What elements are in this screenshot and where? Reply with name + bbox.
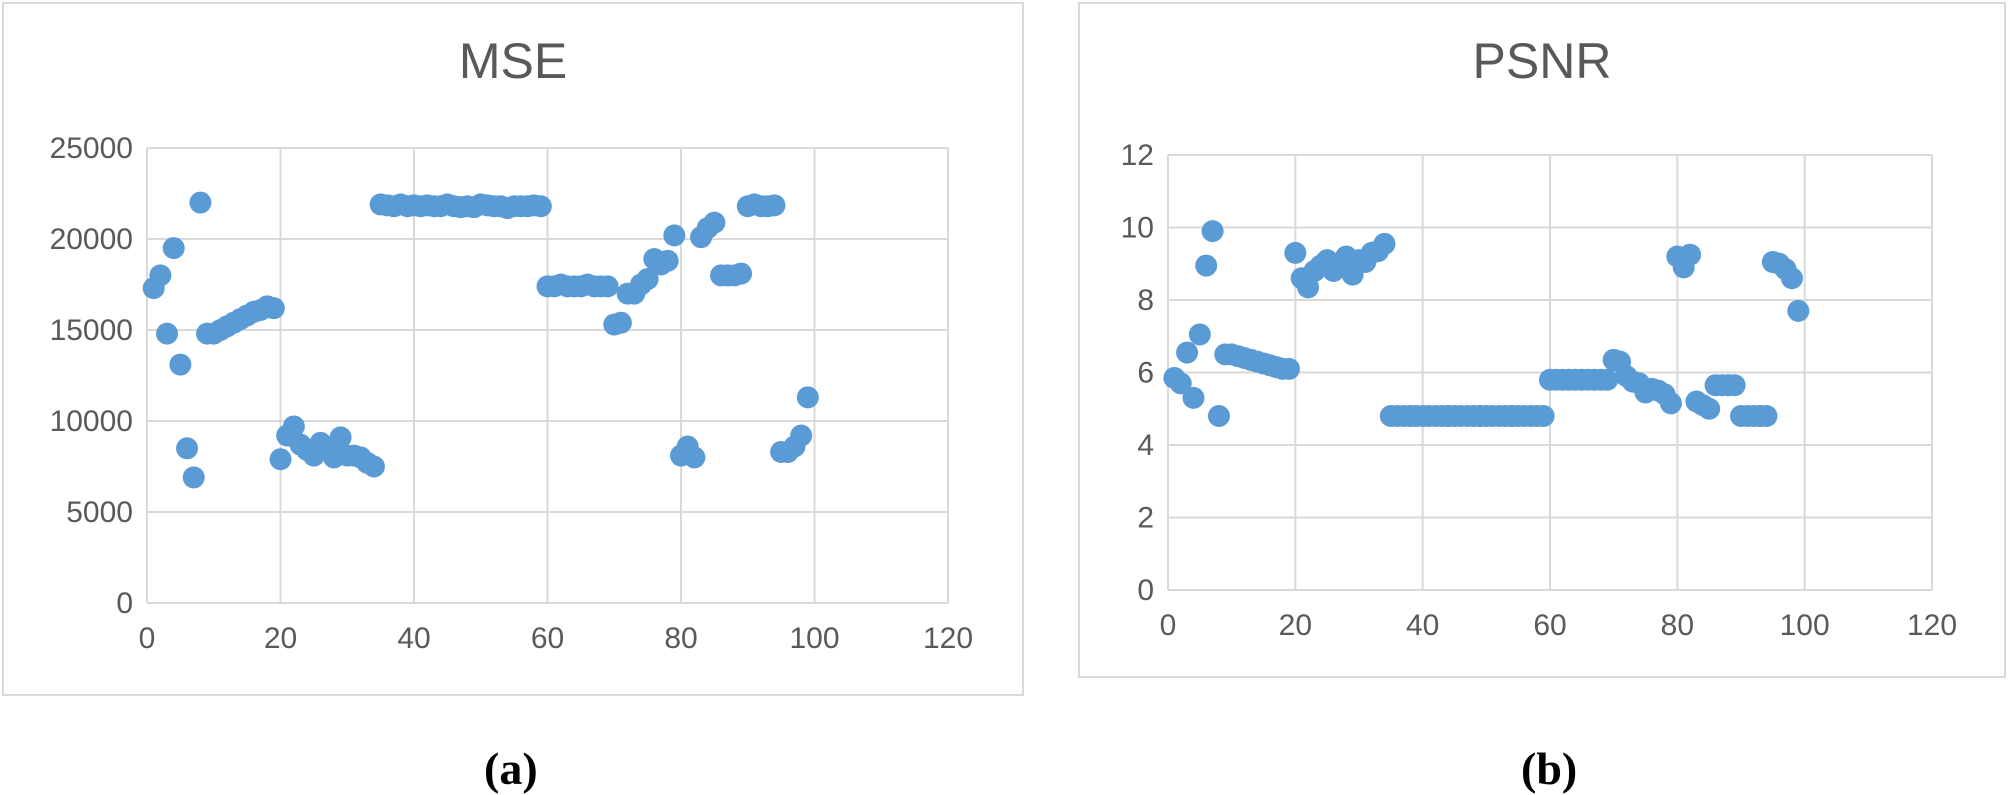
- psnr-data-point: [1195, 254, 1218, 277]
- mse-y-tick-label: 10000: [50, 405, 133, 438]
- psnr-data-point: [1188, 323, 1211, 346]
- mse-y-tick-label: 0: [116, 587, 133, 620]
- psnr-x-tick-label: 40: [1406, 609, 1439, 642]
- psnr-y-tick-label: 6: [1137, 357, 1154, 390]
- psnr-chart-panel: PSNR: [1078, 2, 2006, 678]
- psnr-data-point: [1787, 299, 1810, 322]
- mse-chart-title: MSE: [458, 33, 568, 89]
- mse-data-point: [730, 262, 753, 285]
- mse-data-point: [703, 211, 726, 234]
- mse-data-point: [763, 194, 786, 217]
- psnr-data-point: [1277, 357, 1300, 380]
- psnr-data-point: [1659, 392, 1682, 415]
- psnr-data-point: [1373, 232, 1396, 255]
- mse-data-point: [656, 249, 679, 272]
- mse-x-tick-label: 80: [664, 622, 697, 655]
- psnr-x-tick-label: 100: [1780, 609, 1830, 642]
- mse-data-point: [683, 446, 706, 469]
- mse-data-point: [182, 466, 205, 489]
- mse-y-tick-label: 15000: [50, 314, 133, 347]
- mse-data-point: [189, 191, 212, 214]
- mse-data-point: [596, 275, 619, 298]
- mse-data-point: [149, 264, 172, 287]
- psnr-x-tick-label: 60: [1533, 609, 1566, 642]
- mse-data-point: [329, 426, 352, 449]
- psnr-data-point: [1284, 241, 1307, 264]
- mse-data-point: [790, 424, 813, 447]
- psnr-data-point: [1201, 220, 1224, 243]
- mse-data-point: [262, 297, 285, 320]
- psnr-data-point: [1182, 386, 1205, 409]
- psnr-data-point: [1679, 243, 1702, 266]
- mse-chart-panel: MSE: [2, 2, 1024, 696]
- psnr-x-tick-label: 120: [1907, 609, 1957, 642]
- mse-x-tick-label: 60: [531, 622, 564, 655]
- psnr-y-tick-label: 8: [1137, 284, 1154, 317]
- psnr-data-point: [1176, 341, 1199, 364]
- mse-chart-caption: (a): [484, 743, 538, 794]
- mse-data-point: [269, 448, 292, 471]
- psnr-data-point: [1755, 405, 1778, 427]
- mse-x-tick-label: 0: [139, 622, 156, 655]
- mse-y-tick-label: 20000: [50, 223, 133, 256]
- psnr-y-tick-label: 10: [1121, 212, 1154, 245]
- mse-x-tick-label: 100: [789, 622, 839, 655]
- psnr-y-tick-label: 0: [1137, 574, 1154, 607]
- mse-y-tick-label: 5000: [66, 496, 133, 529]
- mse-data-point: [156, 322, 179, 345]
- mse-data-point: [663, 224, 686, 247]
- psnr-data-point: [1596, 368, 1619, 391]
- psnr-x-tick-label: 0: [1160, 609, 1177, 642]
- mse-data-point: [609, 311, 632, 334]
- psnr-data-point: [1207, 405, 1230, 427]
- mse-data-point: [796, 386, 819, 409]
- psnr-data-point: [1532, 405, 1555, 427]
- mse-data-point: [162, 237, 185, 260]
- mse-data-point: [529, 195, 552, 218]
- psnr-x-tick-label: 80: [1661, 609, 1694, 642]
- mse-x-tick-label: 40: [397, 622, 430, 655]
- mse-x-tick-label: 120: [923, 622, 973, 655]
- psnr-y-tick-label: 12: [1121, 139, 1154, 172]
- mse-y-tick-label: 25000: [50, 132, 133, 165]
- mse-x-tick-label: 20: [264, 622, 297, 655]
- mse-data-point: [362, 455, 385, 478]
- psnr-chart-title: PSNR: [1472, 33, 1612, 89]
- mse-data-point: [282, 415, 305, 438]
- psnr-y-tick-label: 4: [1137, 429, 1154, 462]
- psnr-data-point: [1169, 372, 1192, 395]
- psnr-y-tick-label: 2: [1137, 502, 1154, 535]
- mse-data-point: [636, 268, 659, 291]
- psnr-chart-caption: (b): [1521, 743, 1578, 794]
- psnr-data-point: [1723, 374, 1746, 397]
- psnr-data-point: [1780, 267, 1803, 290]
- psnr-data-point: [1698, 397, 1721, 420]
- psnr-x-tick-label: 20: [1279, 609, 1312, 642]
- mse-data-point: [176, 437, 199, 460]
- mse-data-point: [169, 353, 192, 376]
